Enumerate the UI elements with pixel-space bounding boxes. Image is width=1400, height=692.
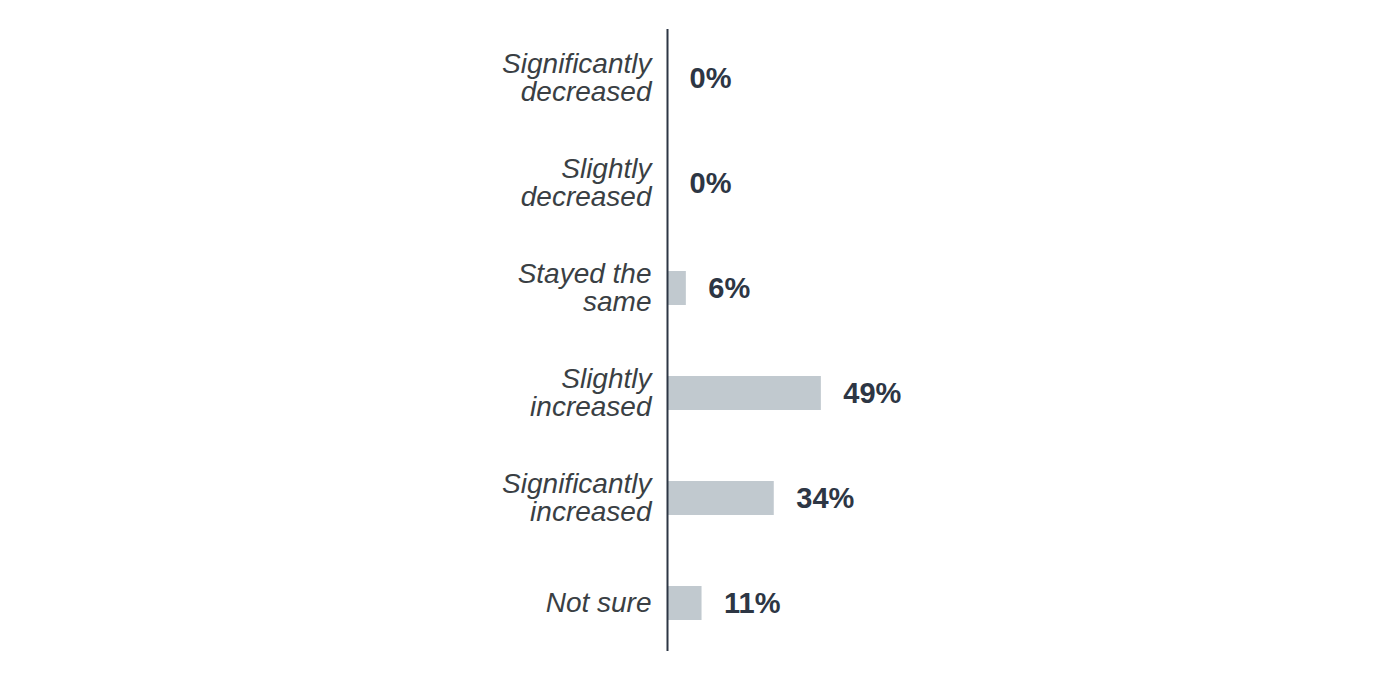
svg-text:0%: 0% — [690, 62, 732, 94]
svg-text:Stayed thesame: Stayed thesame — [518, 258, 652, 317]
svg-text:Slightlydecreased: Slightlydecreased — [521, 153, 654, 212]
svg-text:0%: 0% — [690, 167, 732, 199]
svg-text:Significantlyincreased: Significantlyincreased — [502, 468, 653, 527]
svg-text:49%: 49% — [843, 377, 901, 409]
svg-text:Not sure: Not sure — [546, 587, 652, 618]
svg-text:34%: 34% — [796, 482, 854, 514]
svg-text:11%: 11% — [724, 587, 781, 619]
svg-text:Significantlydecreased: Significantlydecreased — [502, 48, 653, 107]
svg-text:6%: 6% — [708, 272, 750, 304]
svg-text:Slightlyincreased: Slightlyincreased — [530, 363, 653, 422]
